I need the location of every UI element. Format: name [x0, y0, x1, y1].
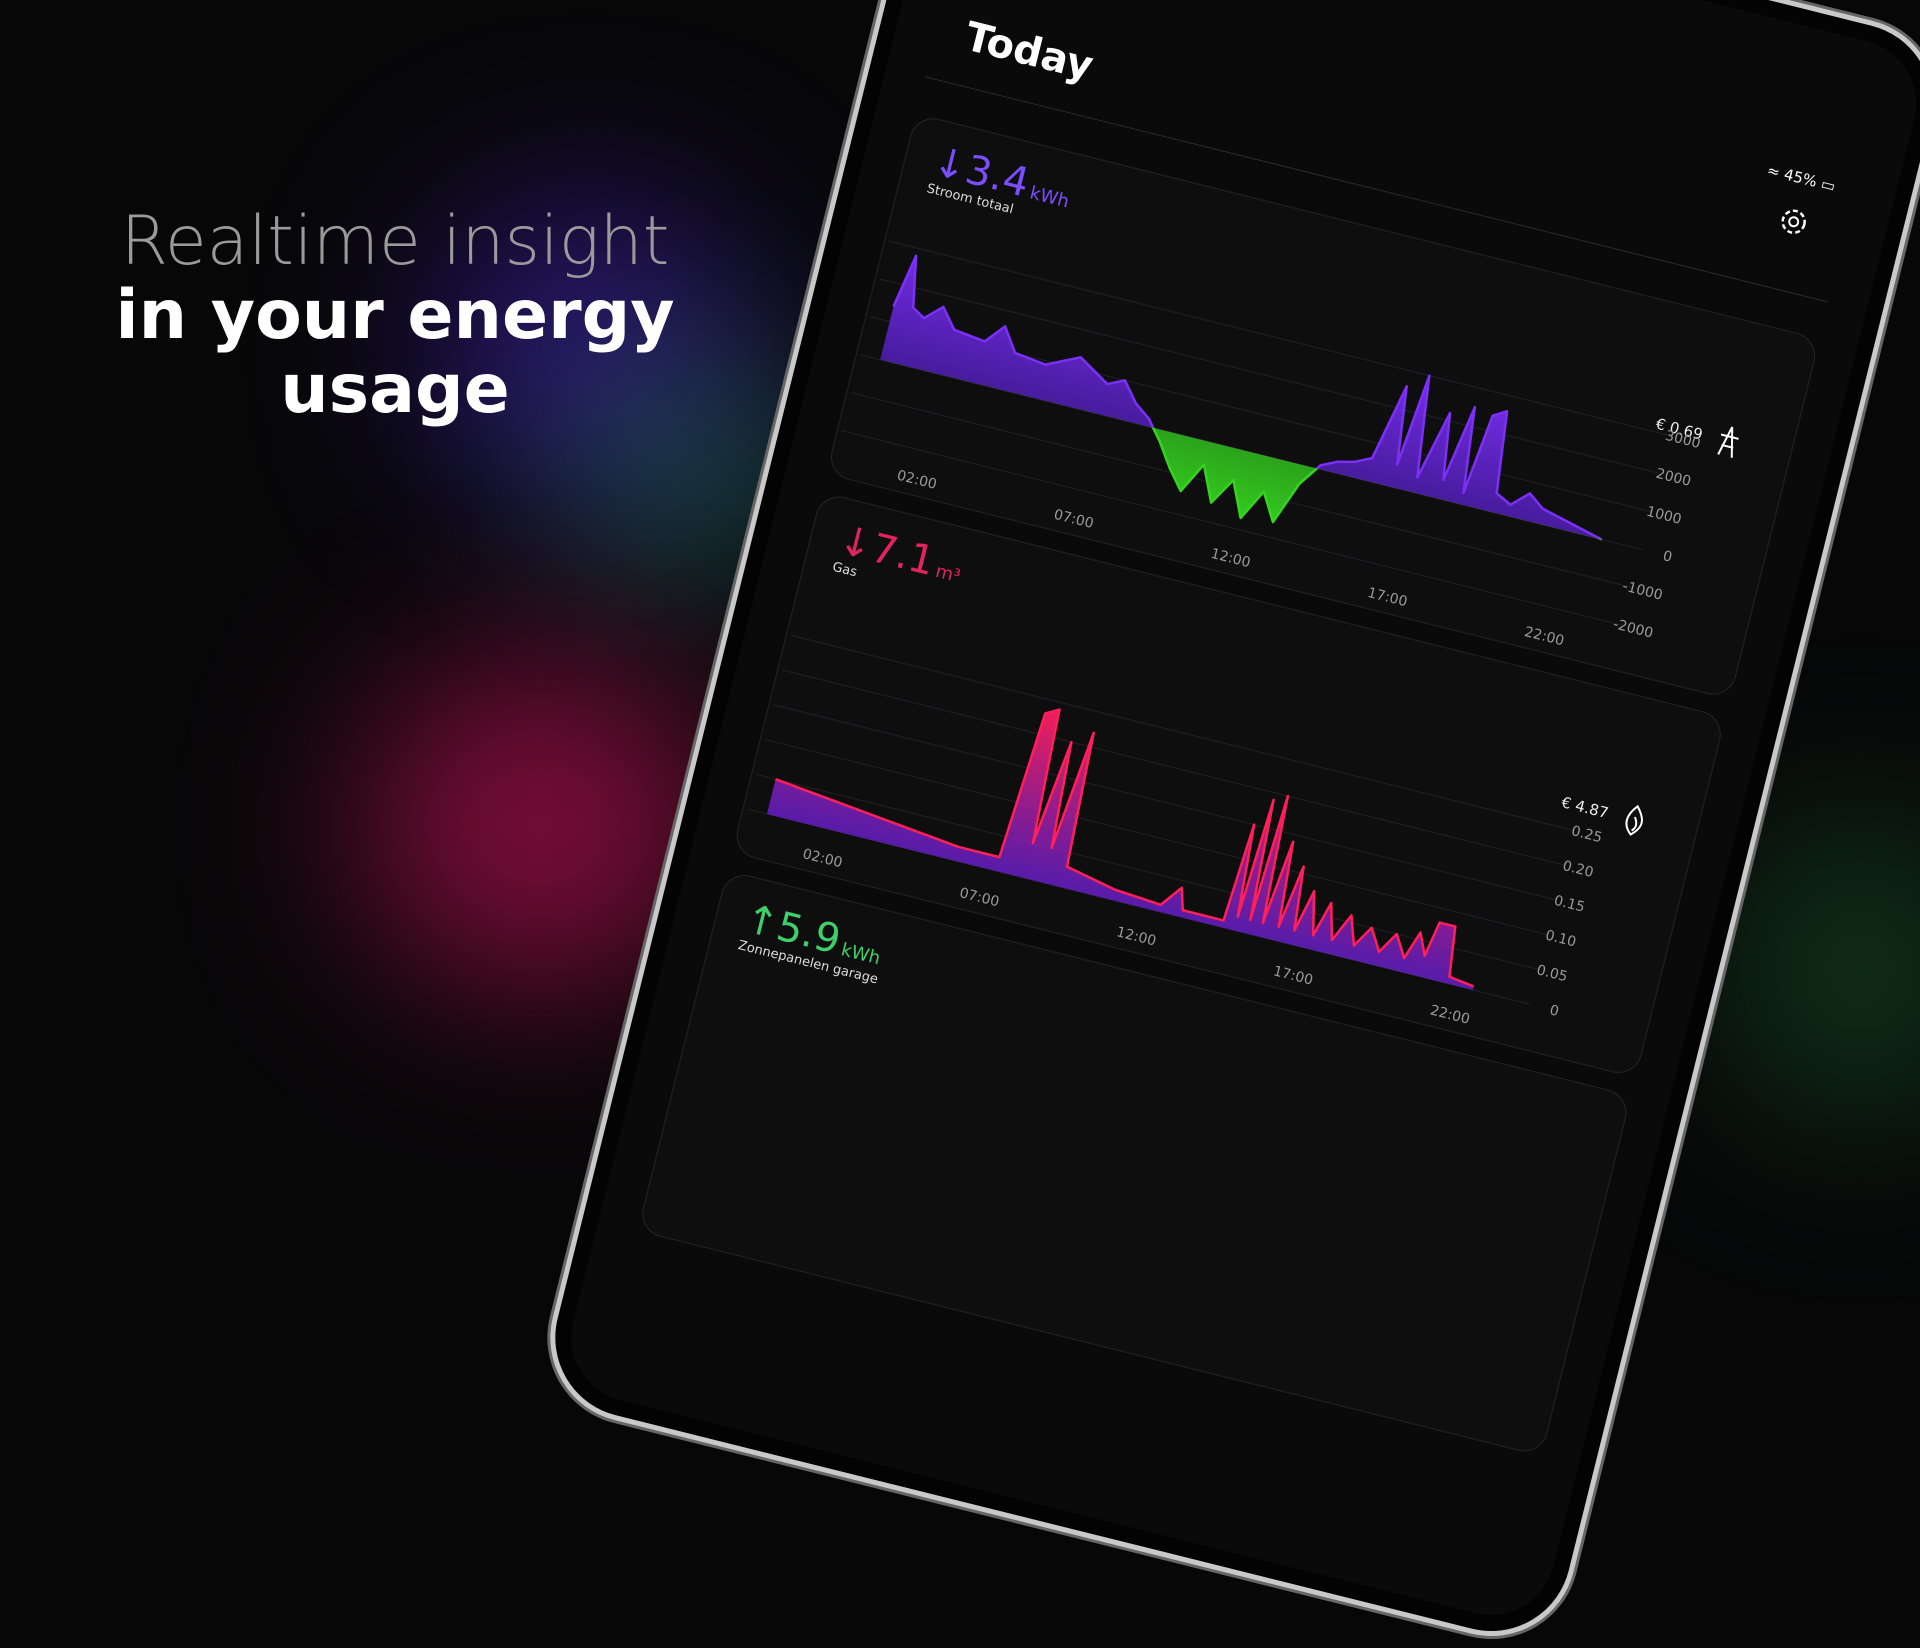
meter-icon: [1717, 426, 1739, 458]
headline: Realtime insight in your energy usage: [110, 205, 680, 427]
battery-level: 45%: [1782, 165, 1819, 191]
y-tick-label: 0.25: [1570, 823, 1604, 846]
grid-line: [841, 430, 1625, 627]
line: [775, 708, 1475, 988]
x-tick-label: 22:00: [1428, 1002, 1471, 1027]
grid-line: [889, 240, 1672, 437]
y-tick-label: -1000: [1621, 578, 1664, 603]
status-bar: ≈ 45% ▭: [1765, 161, 1838, 196]
meter-icon: [1625, 804, 1643, 836]
headline-bold: in your energy usage: [115, 276, 675, 429]
x-tick-label: 12:00: [1115, 924, 1158, 949]
x-tick-label: 07:00: [958, 885, 1001, 910]
x-tick-label: 02:00: [895, 468, 938, 493]
energy-card: ↓7.1m³ Gas € 4.87 0 0.05 0.10 0.15 0.20 0.25 02:0…: [731, 491, 1726, 1078]
settings-button[interactable]: [1772, 200, 1816, 244]
grid-line: [879, 278, 1662, 475]
icon-shape: [1625, 804, 1643, 836]
y-tick-label: 1000: [1645, 504, 1683, 528]
grid-line: [782, 669, 1565, 866]
y-tick-label: 0: [1548, 1002, 1561, 1020]
screen-title: Today: [960, 13, 1098, 90]
grid-line: [773, 704, 1556, 901]
y-tick-label: 0.05: [1535, 962, 1569, 985]
x-tick-label: 07:00: [1052, 507, 1095, 532]
x-tick-label: 17:00: [1366, 585, 1409, 610]
y-tick-label: 3000: [1664, 428, 1702, 452]
headline-light: Realtime insight: [120, 202, 670, 281]
y-tick-label: 2000: [1654, 466, 1692, 490]
glow: [1730, 820, 1920, 1120]
tablet: Today ≈ 45% ▭ ↓3.4kWh Stroom totaal € 0.69…: [538, 0, 1920, 1648]
card-header: ↑5.9kWh Zonnepanelen garage: [736, 895, 890, 987]
x-tick-label: 22:00: [1523, 624, 1566, 649]
chart: 0 0.05 0.10 0.15 0.20 0.25 02:00 07:00 12:00 17:0…: [747, 634, 1604, 1028]
icon-shape: [1717, 426, 1739, 458]
y-tick-label: 0.20: [1561, 858, 1595, 881]
x-tick-label: 12:00: [1209, 546, 1252, 571]
grid-line: [756, 773, 1539, 970]
chart: -2000 -1000 0 1000 2000 3000 02:00 07:00 12:00 17…: [841, 240, 1702, 649]
energy-card: ↓3.4kWh Stroom totaal € 0.69 -2000 -1000 0 100…: [825, 113, 1821, 700]
grid-line: [764, 739, 1548, 936]
y-tick-label: 0: [1661, 548, 1674, 566]
grid-line: [790, 634, 1574, 831]
y-tick-label: -2000: [1611, 616, 1654, 641]
y-tick-label: 0.15: [1552, 893, 1586, 916]
x-tick-label: 17:00: [1271, 963, 1314, 988]
page: Realtime insight in your energy usage To…: [110, 0, 1920, 1648]
area: [766, 709, 1474, 990]
y-tick-label: 0.10: [1544, 927, 1578, 950]
x-tick-label: 02:00: [801, 846, 844, 871]
